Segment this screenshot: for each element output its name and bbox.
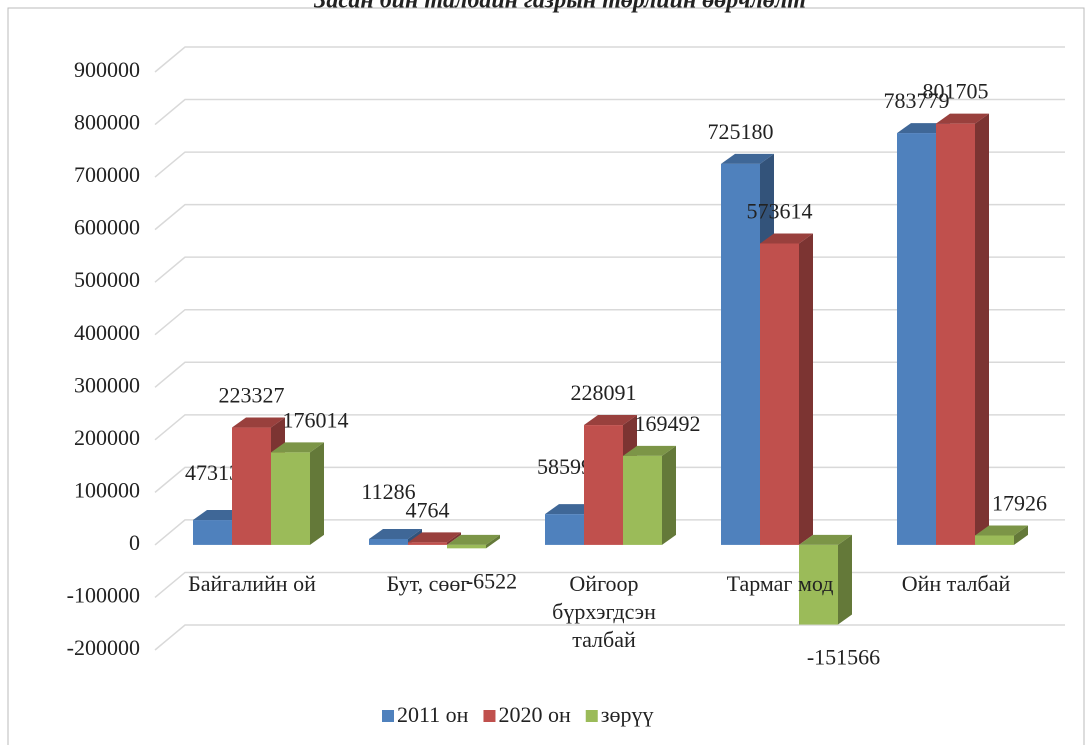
- bar: [193, 520, 232, 545]
- bar-top: [760, 233, 813, 244]
- bar-top: [799, 534, 852, 545]
- data-label: -6522: [466, 568, 517, 593]
- data-label: 58599: [537, 454, 592, 479]
- bar: [408, 542, 447, 545]
- data-label: 169492: [635, 411, 701, 436]
- data-label: -151566: [807, 645, 880, 670]
- legend-label: зөрүү: [601, 702, 654, 727]
- bar-side: [838, 534, 852, 625]
- bar-side: [310, 442, 324, 545]
- data-label: 176014: [283, 407, 349, 432]
- bar-top: [623, 445, 676, 456]
- data-label: 801705: [923, 79, 989, 104]
- y-tick-label: 200000: [74, 425, 140, 450]
- y-tick-label: 0: [129, 530, 140, 555]
- bar: [232, 427, 271, 545]
- bar: [975, 535, 1014, 545]
- y-tick-label: 300000: [74, 372, 140, 397]
- bar-side: [1014, 525, 1028, 545]
- bar-side: [799, 233, 813, 545]
- legend-label: 2011 он: [397, 702, 469, 727]
- y-tick-label: 900000: [74, 57, 140, 82]
- y-tick-label: 500000: [74, 267, 140, 292]
- bar-top: [408, 532, 461, 543]
- x-tick-label: Ойгоор бүрхэгдсэн талбай: [552, 571, 656, 652]
- grid-line: [154, 46, 1065, 73]
- bar-top: [936, 113, 989, 124]
- bar: [897, 133, 936, 545]
- bar: [447, 544, 486, 549]
- bar-top: [271, 442, 324, 453]
- data-label: 725180: [708, 119, 774, 144]
- bar-top: [447, 534, 500, 545]
- x-tick-label: Ойн талбай: [901, 571, 1011, 596]
- legend-swatch: [483, 710, 496, 722]
- bar-side: [486, 534, 500, 549]
- x-tick-label: Байгалийн ой: [188, 571, 316, 596]
- x-tick-label: Бут, сөөг: [386, 571, 470, 596]
- bar: [721, 163, 760, 545]
- bar: [936, 123, 975, 545]
- bar: [271, 452, 310, 545]
- y-tick-label: 600000: [74, 215, 140, 240]
- x-tick-label: Тармаг мод: [726, 571, 834, 596]
- y-tick-label: 800000: [74, 110, 140, 135]
- data-label: 17926: [992, 491, 1047, 516]
- legend-swatch: [382, 710, 394, 722]
- legend-label: 2020 он: [498, 702, 571, 727]
- y-tick-label: -100000: [67, 583, 140, 608]
- bar-top: [584, 415, 637, 426]
- bar-side: [975, 113, 989, 545]
- y-tick-label: -200000: [67, 635, 140, 660]
- bar-top: [721, 153, 774, 164]
- bar: [584, 425, 623, 545]
- y-tick-label: 100000: [74, 477, 140, 502]
- bar: [545, 514, 584, 545]
- bar-top: [975, 525, 1028, 536]
- data-label: 11286: [361, 479, 415, 504]
- grid-line: [154, 151, 1065, 178]
- bar: [760, 243, 799, 545]
- y-tick-label: 700000: [74, 162, 140, 187]
- data-label: 47313: [185, 460, 240, 485]
- bar-side: [447, 532, 461, 545]
- data-label: 573614: [747, 199, 813, 224]
- bar: [623, 455, 662, 545]
- data-label: 223327: [219, 383, 285, 408]
- y-tick-label: 400000: [74, 320, 140, 345]
- grid-line: [154, 624, 1065, 651]
- bar: [369, 538, 408, 545]
- grid-line: [154, 98, 1065, 126]
- data-label: 783779: [884, 88, 950, 113]
- data-label: 228091: [571, 380, 637, 405]
- bar: [799, 544, 838, 625]
- bar-top: [232, 417, 285, 428]
- chart-title: Засан бин талбайн газрын төрлийн өөрчлөл…: [313, 0, 806, 14]
- grid-line: [154, 571, 1065, 599]
- data-label: 4764: [406, 497, 450, 522]
- bar-top: [369, 528, 422, 539]
- legend-swatch: [585, 710, 598, 722]
- bar-side: [662, 445, 676, 545]
